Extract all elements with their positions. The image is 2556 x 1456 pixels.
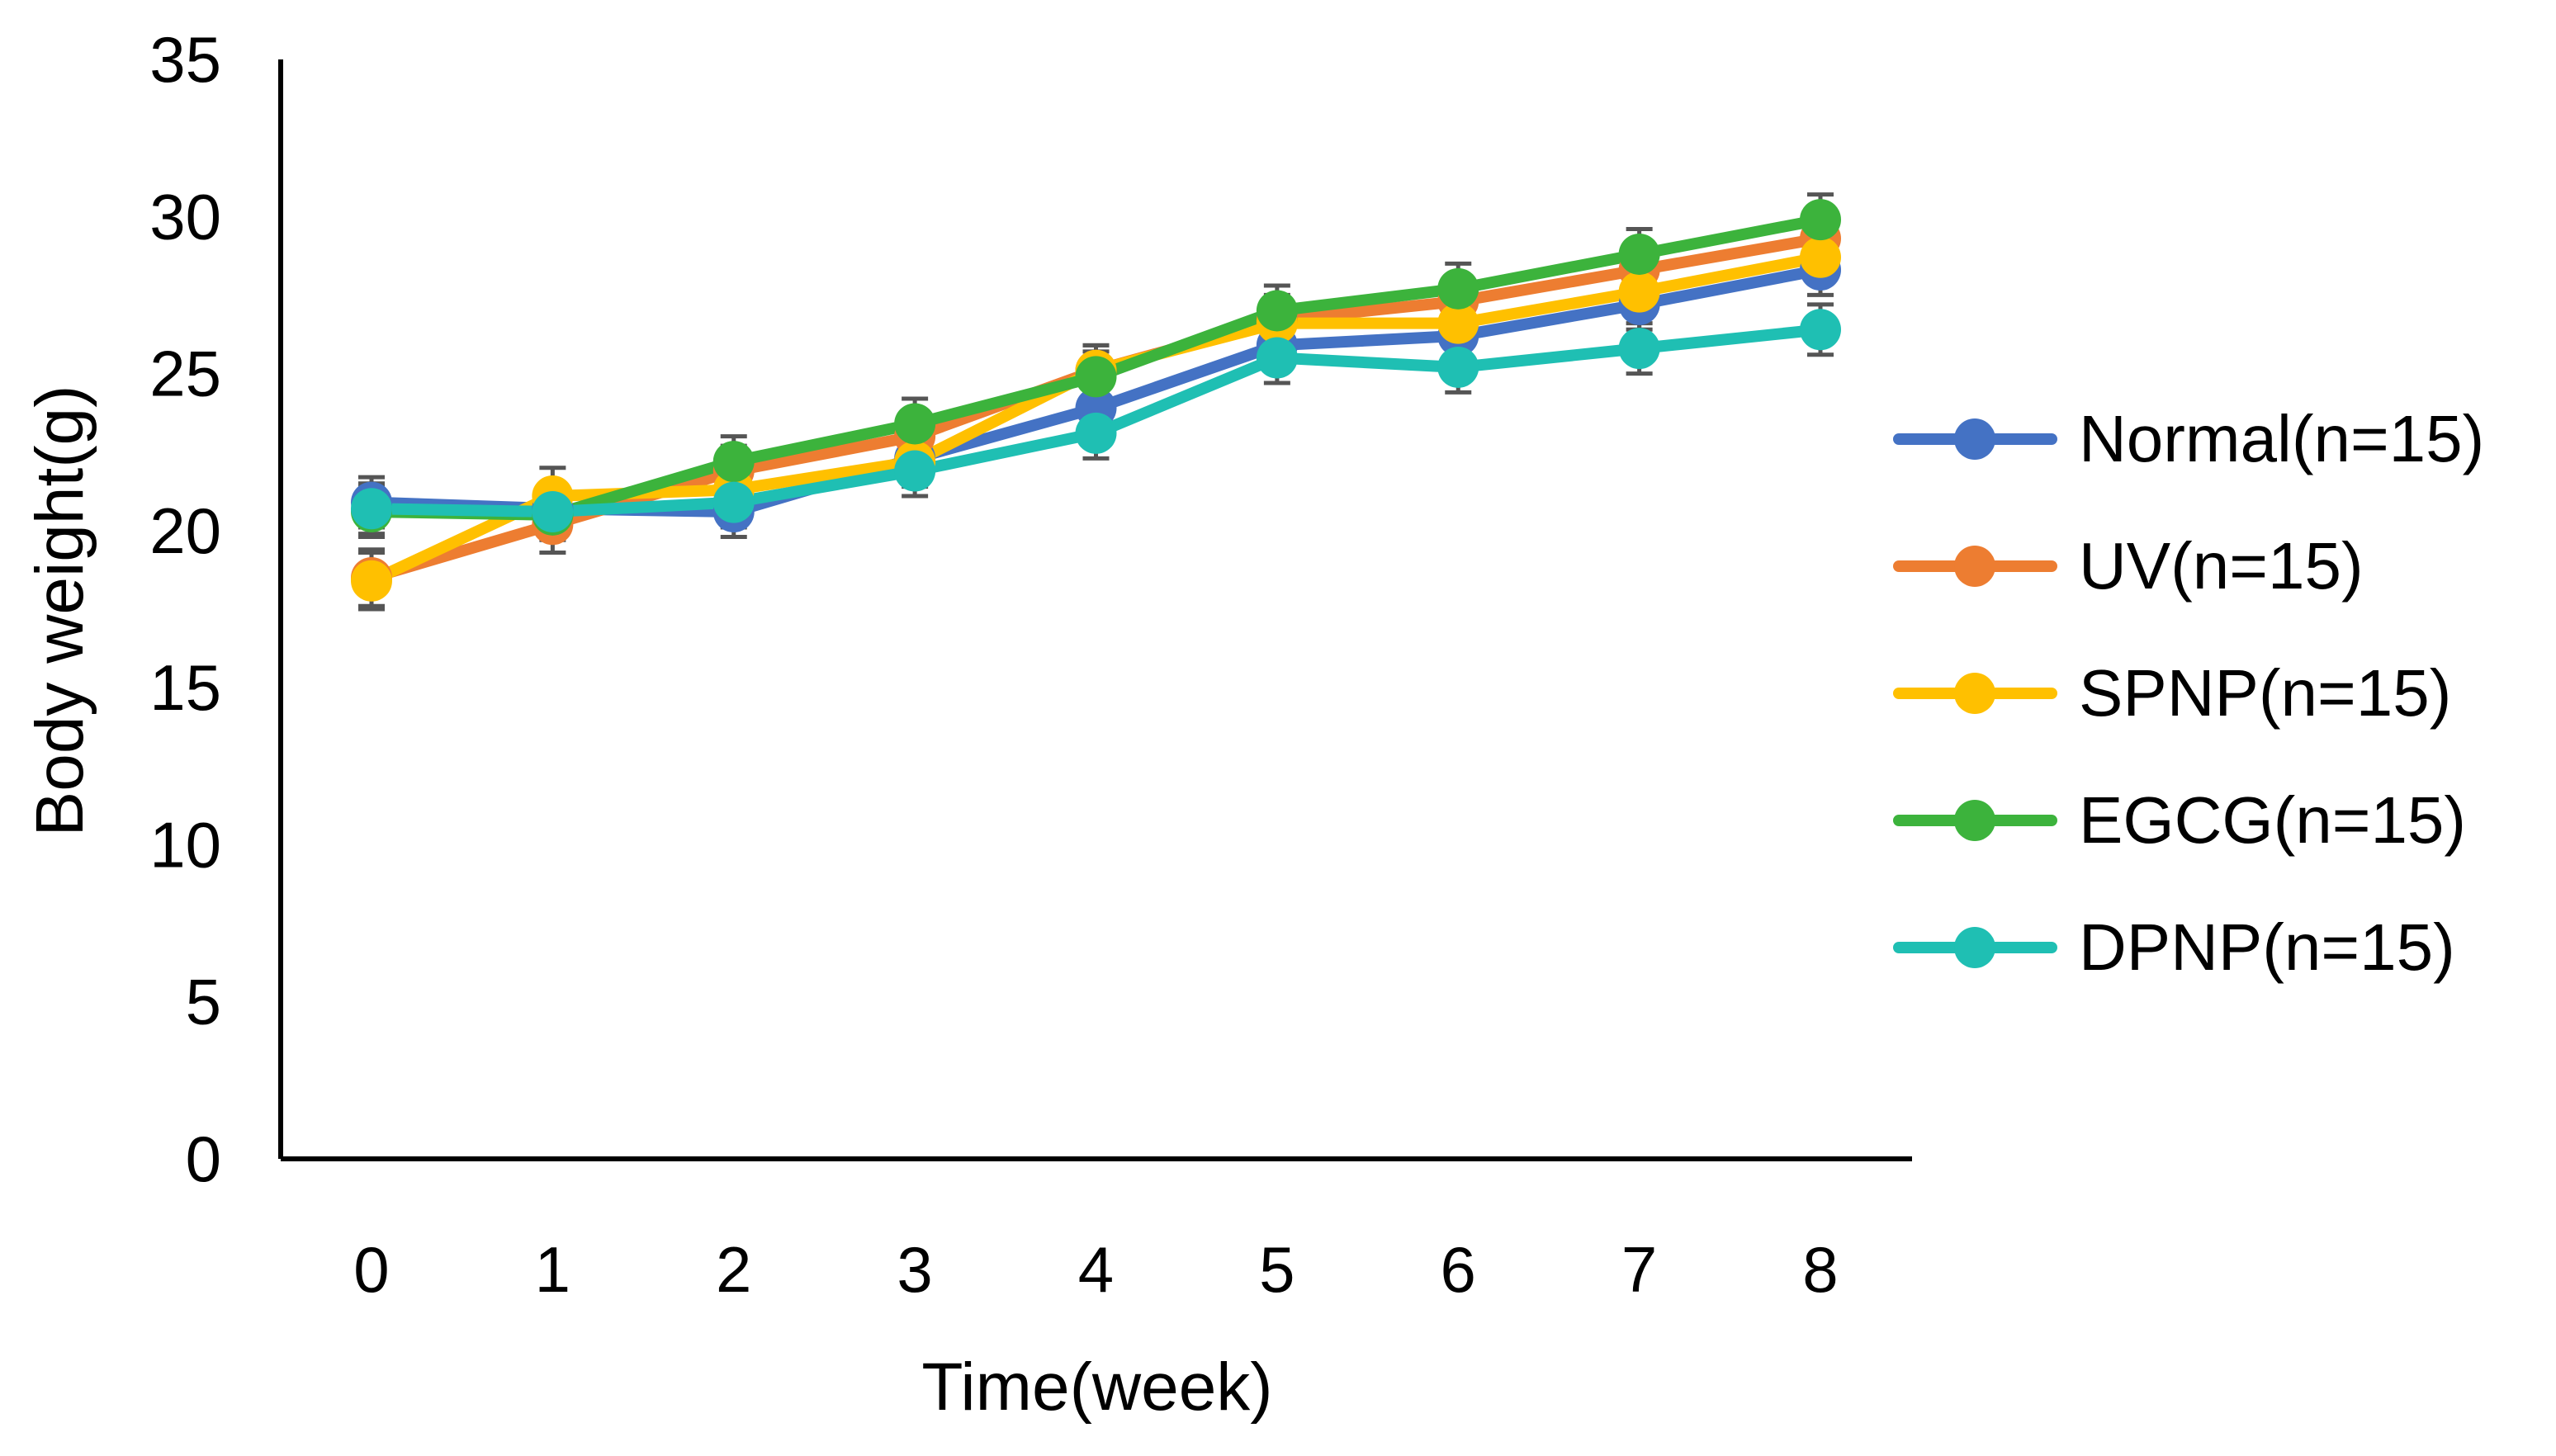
legend-item-Normal(n=15): Normal(n=15) xyxy=(1893,402,2484,475)
point-EGCG(n=15)-8 xyxy=(1800,199,1841,241)
point-EGCG(n=15)-4 xyxy=(1075,356,1117,398)
legend-item-EGCG(n=15): EGCG(n=15) xyxy=(1893,783,2466,857)
point-DPNP(n=15)-4 xyxy=(1075,412,1117,454)
y-axis-title: Body weight(g) xyxy=(22,385,97,837)
point-DPNP(n=15)-3 xyxy=(894,450,936,492)
point-DPNP(n=15)-6 xyxy=(1437,346,1479,388)
point-DPNP(n=15)-0 xyxy=(351,488,392,530)
legend-marker-EGCG(n=15) xyxy=(1954,800,1995,841)
x-tick-label-8: 8 xyxy=(1802,1233,1838,1306)
y-tick-label-15: 15 xyxy=(149,651,221,724)
legend-label-UV(n=15): UV(n=15) xyxy=(2079,529,2364,603)
x-tick-label-2: 2 xyxy=(716,1233,751,1306)
legend-marker-Normal(n=15) xyxy=(1954,418,1995,460)
legend-label-SPNP(n=15): SPNP(n=15) xyxy=(2079,656,2451,730)
y-tick-label-20: 20 xyxy=(149,494,221,567)
x-axis-title: Time(week) xyxy=(921,1350,1272,1425)
series-markers-layer xyxy=(351,199,1841,602)
point-DPNP(n=15)-7 xyxy=(1618,328,1660,370)
point-EGCG(n=15)-7 xyxy=(1618,233,1660,275)
x-tick-label-1: 1 xyxy=(535,1233,570,1306)
x-tick-label-4: 4 xyxy=(1078,1233,1114,1306)
legend-label-DPNP(n=15): DPNP(n=15) xyxy=(2079,910,2455,984)
legend-item-SPNP(n=15): SPNP(n=15) xyxy=(1893,656,2451,730)
point-SPNP(n=15)-6 xyxy=(1437,302,1479,344)
legend-item-DPNP(n=15): DPNP(n=15) xyxy=(1893,910,2455,984)
legend-marker-UV(n=15) xyxy=(1954,546,1995,587)
x-tick-label-6: 6 xyxy=(1441,1233,1476,1306)
legend-label-EGCG(n=15): EGCG(n=15) xyxy=(2079,783,2466,857)
legend-marker-SPNP(n=15) xyxy=(1954,673,1995,714)
point-SPNP(n=15)-7 xyxy=(1618,271,1660,313)
x-tick-label-3: 3 xyxy=(897,1233,932,1306)
point-DPNP(n=15)-8 xyxy=(1800,309,1841,351)
point-DPNP(n=15)-5 xyxy=(1256,337,1298,379)
point-SPNP(n=15)-8 xyxy=(1800,236,1841,278)
legend-item-UV(n=15): UV(n=15) xyxy=(1893,529,2364,603)
point-EGCG(n=15)-2 xyxy=(712,441,755,483)
point-DPNP(n=15)-1 xyxy=(532,491,574,533)
x-tick-label-0: 0 xyxy=(353,1233,389,1306)
point-EGCG(n=15)-5 xyxy=(1256,290,1298,332)
y-tick-label-0: 0 xyxy=(186,1123,221,1195)
tick-layer: 0 5 10 15 20 25 30 35 0 1 2 3 4 5 6 7 8 xyxy=(149,23,1838,1306)
x-tick-label-7: 7 xyxy=(1621,1233,1657,1306)
point-EGCG(n=15)-6 xyxy=(1437,267,1479,310)
y-tick-label-5: 5 xyxy=(186,966,221,1038)
point-SPNP(n=15)-0 xyxy=(351,560,392,602)
legend-label-Normal(n=15): Normal(n=15) xyxy=(2079,402,2484,475)
y-tick-label-10: 10 xyxy=(149,808,221,881)
y-tick-label-30: 30 xyxy=(149,180,221,253)
y-tick-label-35: 35 xyxy=(149,23,221,96)
legend: Normal(n=15) UV(n=15) SPNP(n=15) EGCG(n=15)… xyxy=(1893,402,2484,984)
x-tick-label-5: 5 xyxy=(1259,1233,1295,1306)
y-tick-label-25: 25 xyxy=(149,338,221,410)
point-EGCG(n=15)-3 xyxy=(894,403,936,445)
legend-marker-DPNP(n=15) xyxy=(1954,927,1995,968)
axes-layer xyxy=(278,59,1912,1161)
point-DPNP(n=15)-2 xyxy=(712,481,755,523)
